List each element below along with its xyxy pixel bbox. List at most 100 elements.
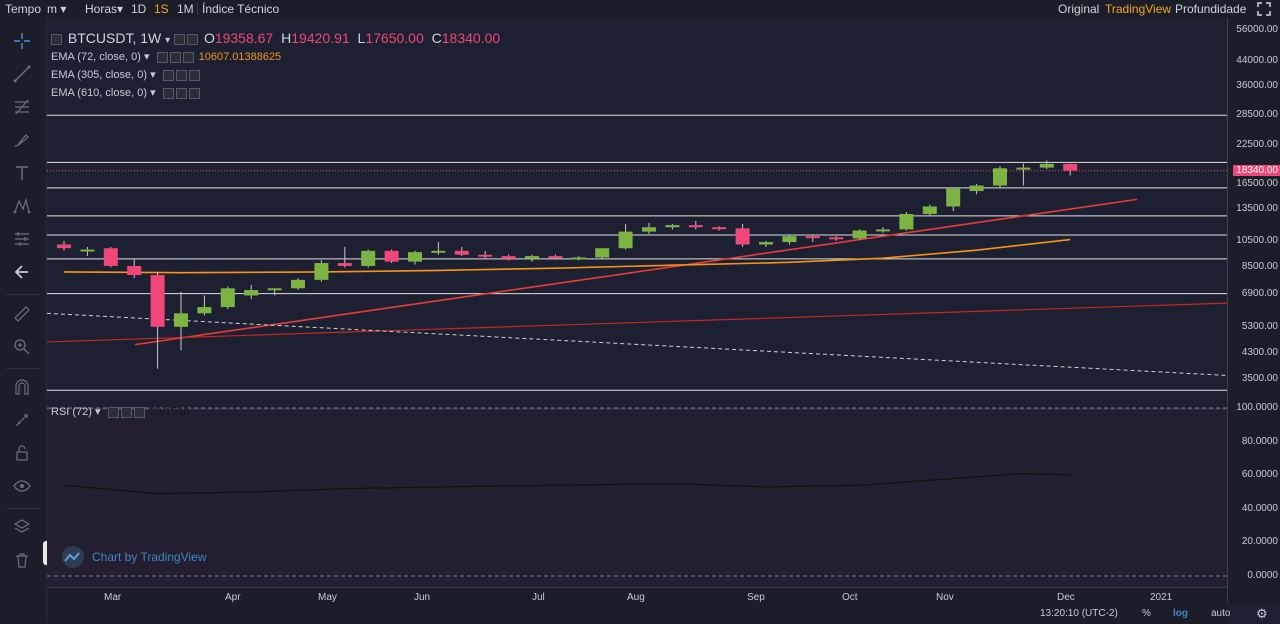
toolbar-1m[interactable]: 1M <box>177 2 194 16</box>
candle[interactable] <box>618 224 633 250</box>
candle[interactable] <box>735 224 750 247</box>
ema1-legend[interactable]: EMA (72, close, 0) ▾ 10607.01388625 <box>51 50 281 63</box>
candle[interactable] <box>478 250 493 259</box>
rsi-legend[interactable]: RSI (72) ▾ 60.1546 <box>51 405 189 418</box>
toolbar-minutes-dropdown[interactable]: m ▾ <box>47 2 67 16</box>
trash-icon[interactable] <box>11 549 33 571</box>
candle[interactable] <box>548 254 563 259</box>
settings-icon[interactable] <box>162 69 174 81</box>
eye-icon[interactable] <box>175 87 187 99</box>
candle[interactable] <box>267 288 282 296</box>
tradingview-watermark[interactable]: Chart by TradingView <box>60 546 207 568</box>
trendline-long-term[interactable] <box>47 302 1227 343</box>
candle[interactable] <box>454 246 469 257</box>
candle[interactable] <box>782 234 797 245</box>
back-arrow-icon[interactable] <box>11 261 33 283</box>
view-depth[interactable]: Profundidade <box>1175 2 1247 16</box>
view-original[interactable]: Original <box>1058 2 1100 16</box>
ema-line[interactable] <box>63 238 1071 274</box>
chevron-down-icon[interactable]: ▾ <box>95 406 101 418</box>
settings-icon[interactable] <box>107 406 119 418</box>
settings-icon[interactable] <box>162 87 174 99</box>
candle[interactable] <box>922 204 937 216</box>
candle[interactable] <box>291 278 305 291</box>
toolbar-1s[interactable]: 1S <box>154 2 169 16</box>
chevron-down-icon[interactable]: ▾ <box>150 69 156 81</box>
trendline-icon[interactable] <box>11 63 33 85</box>
candle[interactable] <box>525 254 539 262</box>
magnet-icon[interactable] <box>11 376 33 398</box>
rsi-line[interactable] <box>63 472 1071 495</box>
zoom-icon[interactable] <box>11 336 33 358</box>
chart-area[interactable]: BTCUSDT, 1W ▾ O19358.67 H19420.91 L17650… <box>47 18 1227 603</box>
log-scale-button[interactable]: log <box>1173 608 1188 619</box>
candle[interactable] <box>1016 163 1031 186</box>
ruler-icon[interactable] <box>11 303 33 325</box>
candle[interactable] <box>197 295 212 316</box>
fullscreen-icon[interactable] <box>1254 0 1274 18</box>
candle[interactable] <box>1063 163 1078 176</box>
candle[interactable] <box>595 248 610 259</box>
toolbar-tempo[interactable]: Tempo <box>5 2 42 16</box>
close-icon[interactable] <box>133 406 145 418</box>
candle[interactable] <box>946 188 961 212</box>
candle[interactable] <box>876 227 890 233</box>
gear-icon[interactable]: ⚙ <box>1256 606 1268 621</box>
chevron-down-icon[interactable]: ▾ <box>150 87 156 99</box>
fib-icon[interactable] <box>11 96 33 118</box>
toolbar-indicators[interactable]: Índice Técnico <box>202 2 280 16</box>
eye-icon[interactable] <box>175 69 187 81</box>
candle[interactable] <box>408 250 422 265</box>
crosshair-icon[interactable] <box>11 30 33 52</box>
eye-icon[interactable] <box>11 475 33 497</box>
lock-icon[interactable] <box>11 442 33 464</box>
candle[interactable] <box>103 246 118 268</box>
candle[interactable] <box>899 212 914 231</box>
measure-icon[interactable] <box>11 228 33 250</box>
view-tradingview[interactable]: TradingView <box>1105 2 1172 16</box>
candle[interactable] <box>150 271 165 369</box>
percent-scale-button[interactable]: % <box>1142 608 1151 619</box>
auto-scale-button[interactable]: auto <box>1211 608 1231 619</box>
close-icon[interactable] <box>188 87 200 99</box>
price-axis[interactable]: 56000.00 44000.00 36000.00 28500.00 22500.00… <box>1227 18 1280 603</box>
trendline-dashed[interactable] <box>47 312 1227 376</box>
candle[interactable] <box>80 246 95 257</box>
eye-icon[interactable] <box>187 33 199 45</box>
candle[interactable] <box>220 286 235 310</box>
chevron-down-icon[interactable]: ▾ <box>165 35 171 46</box>
toolbar-hours-dropdown[interactable]: Horas▾ <box>85 2 124 16</box>
candle[interactable] <box>431 242 446 255</box>
time-axis[interactable]: Mar Apr May Jun Jul Aug Sep Oct Nov Dec 2021 <box>47 587 1227 624</box>
candle[interactable] <box>127 258 142 279</box>
trendline-support[interactable] <box>134 198 1138 346</box>
candle[interactable] <box>244 284 259 300</box>
candle[interactable] <box>712 226 727 231</box>
candle[interactable] <box>852 229 867 240</box>
close-icon[interactable] <box>188 69 200 81</box>
ema2-legend[interactable]: EMA (305, close, 0) ▾ <box>51 68 202 81</box>
symbol-title[interactable]: BTCUSDT, 1W <box>67 30 162 46</box>
candle[interactable] <box>361 249 376 268</box>
settings-icon[interactable] <box>156 51 168 63</box>
candle[interactable] <box>969 184 984 195</box>
candle[interactable] <box>501 254 516 261</box>
lock-drawings-icon[interactable] <box>11 409 33 431</box>
candle[interactable] <box>642 223 656 234</box>
candle[interactable] <box>805 235 820 243</box>
ema3-legend[interactable]: EMA (610, close, 0) ▾ <box>51 86 202 99</box>
brush-icon[interactable] <box>11 129 33 151</box>
chevron-down-icon[interactable]: ▾ <box>143 51 150 63</box>
candle[interactable] <box>829 236 844 241</box>
candle[interactable] <box>688 220 703 230</box>
candle[interactable] <box>571 256 586 261</box>
toolbar-1d[interactable]: 1D <box>131 2 147 16</box>
candle[interactable] <box>993 166 1007 188</box>
settings-icon[interactable] <box>174 33 186 45</box>
candle[interactable] <box>314 260 329 282</box>
candle[interactable] <box>57 240 71 251</box>
collapse-legend-icon[interactable] <box>51 33 62 45</box>
candle[interactable] <box>1039 160 1054 169</box>
candle[interactable] <box>384 249 399 264</box>
close-icon[interactable] <box>182 51 194 63</box>
